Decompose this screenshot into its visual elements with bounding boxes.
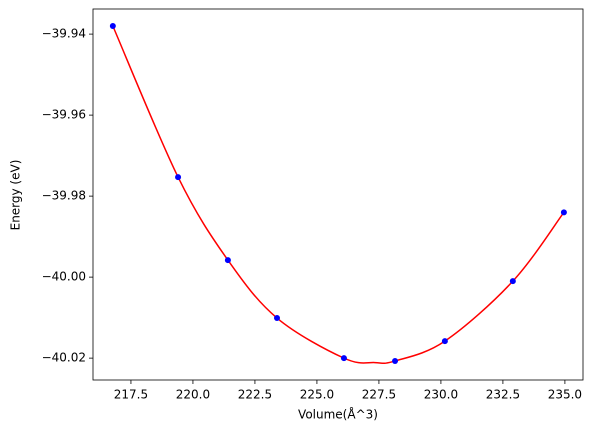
y-tick-label: −40.02 — [42, 351, 86, 365]
x-tick-label: 222.5 — [238, 388, 272, 402]
data-point — [441, 338, 448, 345]
data-point — [560, 209, 567, 216]
data-point — [392, 357, 399, 364]
x-tick-label: 225.0 — [300, 388, 334, 402]
y-tick-label: −40.00 — [42, 270, 86, 284]
data-point — [175, 174, 182, 181]
y-tick-label: −39.98 — [42, 189, 86, 203]
data-point — [273, 315, 280, 322]
fit-line — [112, 25, 565, 365]
x-tick-label: 217.5 — [114, 388, 148, 402]
plot-frame — [92, 8, 584, 381]
x-tick-label: 235.0 — [548, 388, 582, 402]
x-axis-label: Volume(Å^3) — [298, 407, 378, 422]
y-tick-label: −39.96 — [42, 108, 86, 122]
x-tick-label: 230.0 — [424, 388, 458, 402]
x-tick-label: 232.5 — [486, 388, 520, 402]
x-tick-label: 227.5 — [362, 388, 396, 402]
data-point — [509, 278, 516, 285]
y-tick-label: −39.94 — [42, 27, 86, 41]
data-point — [109, 23, 116, 30]
y-axis-label: Energy (eV) — [9, 160, 23, 231]
data-point — [224, 257, 231, 264]
data-point — [340, 355, 347, 362]
x-tick-label: 220.0 — [176, 388, 210, 402]
